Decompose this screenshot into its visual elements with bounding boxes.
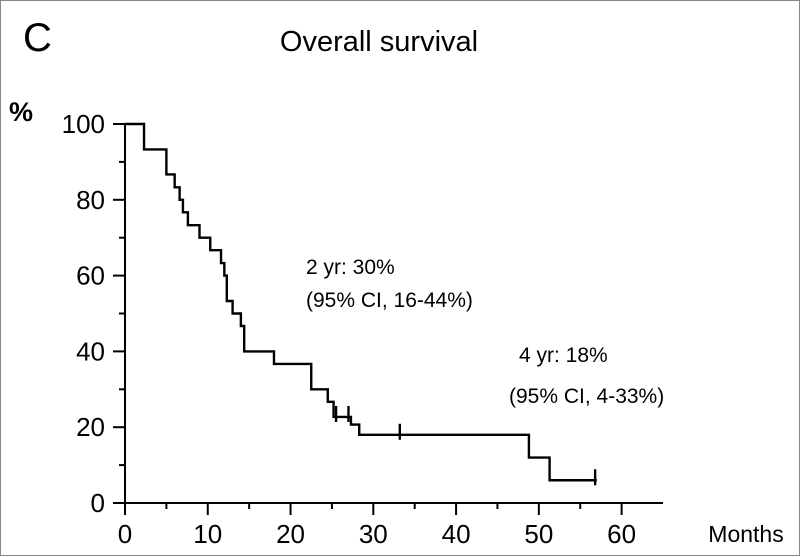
survival-curve	[125, 122, 597, 482]
survival-curves	[125, 122, 597, 486]
y-tick-labels: 0 20 40 60 80 100	[62, 109, 105, 518]
y-tick-label: 0	[91, 488, 105, 518]
x-tick-label: 20	[276, 519, 305, 549]
x-axis-unit: Months	[708, 521, 783, 547]
x-tick-label: 50	[524, 519, 553, 549]
y-tick-label: 60	[76, 261, 105, 291]
panel-label: C	[23, 16, 52, 60]
annotation-4yr-ci: (95% CI, 4-33%)	[509, 385, 664, 408]
axes	[113, 123, 663, 515]
x-tick-label: 60	[607, 519, 636, 549]
y-tick-label: 80	[76, 185, 105, 215]
x-tick-label: 40	[442, 519, 471, 549]
x-tick-label: 0	[118, 519, 132, 549]
y-axis-unit: %	[9, 97, 33, 127]
x-tick-labels: 0 10 20 30 40 50 60	[118, 519, 636, 549]
annotation-4yr: 4 yr: 18% (95% CI, 4-33%)	[509, 344, 664, 408]
y-tick-label: 100	[62, 109, 105, 139]
annotation-2yr-rate: 2 yr: 30%	[306, 256, 395, 279]
x-tick-label: 30	[359, 519, 388, 549]
annotation-4yr-rate: 4 yr: 18%	[519, 344, 608, 367]
y-tick-label: 40	[76, 336, 105, 366]
chart-title: Overall survival	[280, 26, 478, 58]
annotation-2yr-ci: (95% CI, 16-44%)	[306, 289, 473, 312]
x-tick-label: 10	[193, 519, 222, 549]
annotation-2yr: 2 yr: 30% (95% CI, 16-44%)	[306, 256, 473, 312]
y-tick-label: 20	[76, 412, 105, 442]
